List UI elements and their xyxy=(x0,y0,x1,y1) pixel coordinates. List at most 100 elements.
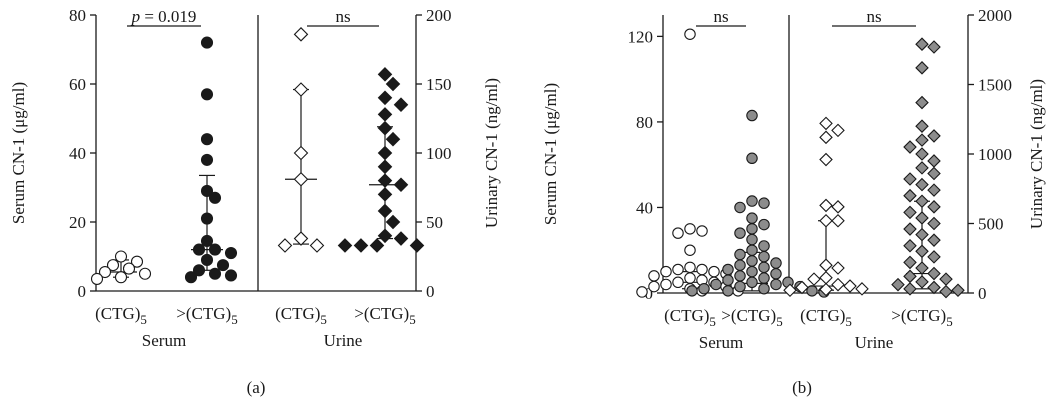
panel1-right-tick-label: 1500 xyxy=(978,76,1012,95)
panel1-right-tick-label: 2000 xyxy=(978,6,1012,25)
panel1-serum-ctg5-point xyxy=(660,265,672,278)
panel1-serum-ctg5-point xyxy=(672,227,684,239)
panel1-urine-gt-ctg5-point xyxy=(891,277,905,292)
panel1-serum-gt-ctg5-point xyxy=(722,263,734,276)
panel1-urine-gt-ctg5-point xyxy=(915,275,929,289)
panel0-serum-gt-ctg5-point xyxy=(200,36,214,49)
panel0-left-tick-label: 0 xyxy=(78,282,87,301)
panel0-serum-gt-ctg5-point xyxy=(208,267,222,280)
panel0-urine-gt-ctg5-point xyxy=(377,187,393,202)
panel0-serum-gt-ctg5-point xyxy=(208,243,222,256)
panel0-serum-gt-ctg5-point xyxy=(200,133,214,146)
panel1-urine-gt-ctg5-point xyxy=(927,166,941,181)
panel0-right-tick-label: 200 xyxy=(426,6,452,25)
panel0-serum-ctg5-point xyxy=(114,271,128,284)
panel0-serum-ctg5-point xyxy=(90,272,104,285)
panel0-urine-gt-ctg5-category-label: >(CTG)5 xyxy=(354,304,415,327)
panel1-urine-ctg5-point xyxy=(831,261,845,275)
panel1-serum-gt-ctg5-point xyxy=(770,268,782,280)
panel1-serum-gt-ctg5-point xyxy=(746,255,758,267)
panel1-serum-gt-ctg5-point xyxy=(758,218,770,231)
panel1-urine-gt-ctg5-point xyxy=(927,266,941,281)
panel0-left-tick-label: 40 xyxy=(69,144,86,163)
panel0-serum-ctg5-point xyxy=(114,250,128,263)
panel0-urine-ctg5-point xyxy=(293,145,309,161)
panel0-urine-gt-ctg5-point xyxy=(377,145,393,161)
panel0-left-tick-label: 20 xyxy=(69,213,86,232)
panel1-urine-gt-ctg5-point xyxy=(903,222,917,236)
panel1-serum-ctg5-category-label: (CTG)5 xyxy=(664,306,716,329)
panel1-comparison-label-urine: ns xyxy=(866,7,881,26)
panel1-serum-gt-ctg5-point xyxy=(734,280,746,293)
panel0-urine-gt-ctg5-point xyxy=(385,76,401,92)
panel0-serum-ctg5-point xyxy=(106,259,120,272)
panel0-urine-gt-ctg5-point xyxy=(377,90,393,106)
panel0-serum-gt-ctg5-point xyxy=(200,153,214,166)
panel1-serum-gt-ctg5-point xyxy=(698,282,710,295)
panel1-serum-gt-ctg5-point xyxy=(734,201,746,214)
panel1-serum-ctg5-point xyxy=(672,263,684,276)
panel1-serum-ctg5-point xyxy=(696,263,708,276)
panel0-serum-ctg5-point xyxy=(138,267,152,280)
panel1-urine-ctg5-point xyxy=(831,277,845,292)
panel1-right-tick-label: 0 xyxy=(978,284,987,303)
panel1-urine-ctg5-point xyxy=(819,282,833,297)
panel1-serum-ctg5-point xyxy=(684,261,696,274)
panel1-urine-ctg5-point xyxy=(795,280,809,295)
panel1-urine-gt-ctg5-point xyxy=(927,183,941,197)
panel0-comparison-label-urine: ns xyxy=(335,7,350,26)
panel1-urine-gt-ctg5-point xyxy=(915,37,929,51)
panel1-serum-gt-ctg5-point xyxy=(722,285,734,297)
panel0-urine-gt-ctg5-point xyxy=(393,177,409,193)
panel1-urine-gt-ctg5-point xyxy=(927,280,941,295)
panel0-urine-gt-ctg5-point xyxy=(377,228,393,244)
panel1-panel-label: (b) xyxy=(792,378,812,397)
panel0-right-axis-label: Urinary CN-1 (ng/ml) xyxy=(482,78,501,228)
panel1-urine-gt-ctg5-point xyxy=(927,200,941,214)
panel1-left-tick-label: 0 xyxy=(645,284,654,303)
panel0-right-tick-label: 0 xyxy=(426,282,435,301)
panel1-urine-gt-ctg5-point xyxy=(915,244,929,259)
panel1-serum-gt-ctg5-point xyxy=(722,274,734,286)
panel1-left-tick-label: 40 xyxy=(636,198,653,217)
panel1-urine-ctg5-point xyxy=(831,200,845,214)
panel1-serum-ctg5-point xyxy=(648,270,660,282)
panel1-urine-gt-ctg5-point xyxy=(939,284,953,299)
panel1-urine-ctg5-point xyxy=(831,123,845,138)
panel0-urine-ctg5-point xyxy=(293,27,309,42)
panel1-serum-gt-ctg5-point xyxy=(758,282,770,295)
panel0-urine-ctg5-point xyxy=(277,238,293,253)
panel1-serum-gt-ctg5-point xyxy=(734,227,746,239)
panel0-urine-gt-ctg5-point xyxy=(385,131,401,147)
panel1-group-label-urine: Urine xyxy=(855,333,894,352)
panel1-urine-gt-ctg5-point xyxy=(927,154,941,168)
panel1-serum-gt-ctg5-point xyxy=(746,276,758,289)
panel1-serum-ctg5-point xyxy=(648,280,660,293)
panel1-serum-gt-ctg5-point xyxy=(770,257,782,269)
panel0-serum-ctg5-point xyxy=(130,255,144,268)
panel1-serum-gt-ctg5-point xyxy=(686,285,698,297)
panel0-serum-gt-ctg5-point xyxy=(192,264,206,277)
panel1-serum-gt-ctg5-point xyxy=(770,278,782,291)
panel1-urine-gt-ctg5-point xyxy=(915,211,929,225)
panel1-serum-gt-ctg5-point xyxy=(734,248,746,261)
panel1-urine-gt-ctg5-point xyxy=(903,205,917,220)
panel1-right-axis-label: Urinary CN-1 (ng/ml) xyxy=(1027,79,1046,229)
panel1-left-axis-label: Serum CN-1 (μg/ml) xyxy=(541,83,560,225)
panel1-serum-ctg5-point xyxy=(684,223,696,235)
panel1-urine-gt-ctg5-point xyxy=(927,40,941,54)
panel0-serum-gt-ctg5-category-label: >(CTG)5 xyxy=(176,304,237,327)
panel0-urine-ctg5-point xyxy=(293,171,309,187)
panel1-urine-ctg5-point xyxy=(819,116,833,131)
panel0-left-axis-label: Serum CN-1 (μg/ml) xyxy=(9,82,28,224)
panel0-group-label-urine: Urine xyxy=(324,331,363,350)
panel0-serum-gt-ctg5-point xyxy=(200,253,214,267)
panel1-serum-gt-ctg5-point xyxy=(746,265,758,278)
panel0-serum-gt-ctg5-point xyxy=(200,88,214,101)
panel1-urine-gt-ctg5-point xyxy=(915,119,929,133)
panel1-serum-gt-ctg5-point xyxy=(746,152,758,165)
panel1-urine-ctg5-point xyxy=(843,279,857,293)
panel1-group-label-serum: Serum xyxy=(699,333,743,352)
panel0-urine-gt-ctg5-point xyxy=(337,238,353,253)
panel0-urine-gt-ctg5-point xyxy=(369,238,385,253)
